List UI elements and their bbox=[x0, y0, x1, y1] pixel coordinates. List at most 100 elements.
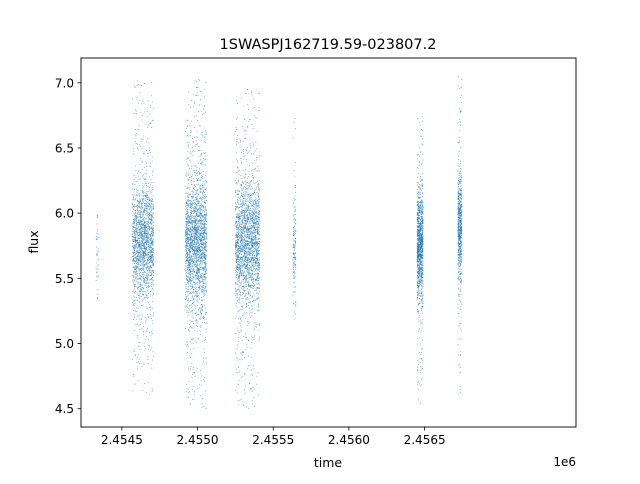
data-point bbox=[139, 270, 141, 272]
data-point bbox=[204, 305, 206, 307]
data-point bbox=[147, 155, 149, 157]
data-point bbox=[133, 255, 135, 257]
data-point bbox=[141, 258, 143, 259]
data-point bbox=[96, 275, 98, 277]
data-point bbox=[149, 332, 150, 334]
data-point bbox=[187, 201, 189, 203]
data-point bbox=[141, 240, 143, 242]
data-point bbox=[152, 228, 154, 230]
data-point bbox=[199, 284, 201, 286]
data-point bbox=[142, 189, 144, 191]
data-point bbox=[150, 278, 152, 280]
data-point bbox=[196, 136, 198, 138]
data-point bbox=[186, 197, 188, 199]
data-point bbox=[195, 213, 197, 215]
data-point bbox=[202, 306, 203, 307]
data-point bbox=[206, 224, 207, 225]
data-point bbox=[257, 247, 259, 249]
data-point bbox=[187, 396, 189, 398]
data-point bbox=[248, 217, 250, 219]
data-point bbox=[133, 213, 135, 215]
data-point bbox=[195, 277, 197, 279]
data-point bbox=[197, 143, 199, 145]
data-point bbox=[205, 141, 206, 143]
data-point bbox=[197, 287, 199, 289]
data-point bbox=[136, 188, 138, 190]
data-point bbox=[139, 218, 141, 220]
data-point bbox=[205, 197, 206, 199]
data-point bbox=[189, 277, 191, 279]
data-point bbox=[193, 228, 195, 230]
data-point bbox=[151, 233, 153, 234]
data-point bbox=[206, 234, 208, 236]
data-point bbox=[251, 92, 253, 94]
data-point bbox=[97, 250, 99, 252]
data-point bbox=[190, 132, 192, 134]
data-point bbox=[191, 314, 193, 316]
data-point bbox=[134, 289, 136, 291]
data-point bbox=[140, 207, 142, 209]
data-point bbox=[249, 223, 251, 225]
data-point bbox=[145, 322, 147, 324]
data-point bbox=[199, 288, 201, 290]
data-point bbox=[137, 286, 139, 288]
data-point bbox=[197, 245, 199, 247]
data-point bbox=[152, 232, 154, 233]
data-point bbox=[133, 207, 135, 209]
data-point bbox=[247, 288, 249, 289]
data-point bbox=[195, 178, 197, 180]
data-point bbox=[145, 173, 147, 175]
data-point bbox=[191, 287, 193, 289]
data-point bbox=[144, 230, 146, 232]
data-point bbox=[193, 217, 195, 219]
data-point bbox=[138, 240, 140, 242]
data-point bbox=[241, 188, 243, 190]
data-point bbox=[198, 282, 200, 284]
data-point bbox=[189, 218, 191, 220]
data-point bbox=[136, 97, 138, 99]
data-point bbox=[191, 258, 193, 260]
data-point bbox=[198, 286, 200, 288]
data-point bbox=[245, 148, 247, 150]
data-point bbox=[135, 237, 137, 239]
data-point bbox=[138, 249, 140, 251]
data-point bbox=[186, 341, 188, 343]
data-point bbox=[190, 271, 192, 273]
data-point bbox=[195, 204, 197, 206]
data-point bbox=[135, 180, 137, 182]
data-point bbox=[134, 383, 136, 385]
data-point bbox=[144, 240, 146, 242]
data-point bbox=[139, 236, 141, 237]
data-point bbox=[152, 170, 154, 172]
data-point bbox=[137, 204, 139, 206]
data-point bbox=[149, 207, 151, 209]
data-point bbox=[147, 287, 149, 288]
data-point bbox=[203, 376, 205, 378]
data-point bbox=[144, 184, 146, 186]
data-point bbox=[200, 299, 202, 301]
data-point bbox=[134, 266, 136, 268]
data-point bbox=[243, 237, 245, 238]
data-point bbox=[242, 306, 244, 308]
data-point bbox=[96, 252, 98, 254]
data-point bbox=[255, 289, 257, 291]
data-point bbox=[148, 226, 150, 228]
data-point bbox=[142, 262, 144, 264]
data-point bbox=[201, 132, 203, 134]
data-point bbox=[141, 205, 143, 206]
data-point bbox=[147, 330, 149, 332]
data-point bbox=[246, 292, 248, 294]
data-point bbox=[143, 237, 145, 239]
data-point bbox=[142, 276, 144, 278]
data-point bbox=[186, 240, 188, 242]
data-point bbox=[95, 268, 97, 270]
data-point bbox=[134, 236, 136, 238]
data-point bbox=[151, 279, 153, 281]
data-point bbox=[242, 404, 244, 406]
data-point bbox=[195, 289, 197, 291]
data-point bbox=[194, 219, 196, 221]
data-point bbox=[96, 265, 98, 267]
data-point bbox=[185, 131, 187, 132]
data-point bbox=[151, 243, 153, 245]
data-point bbox=[186, 219, 188, 220]
